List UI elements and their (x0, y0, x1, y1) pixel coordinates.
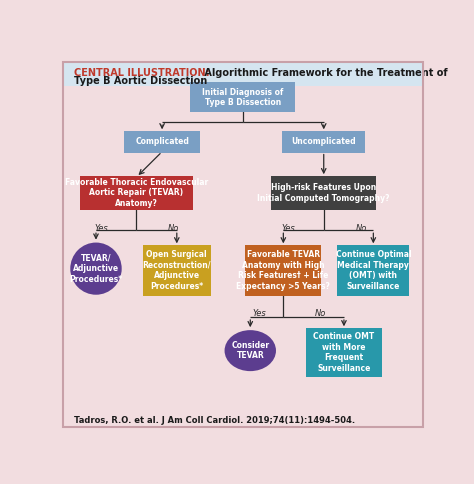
Text: Open Surgical
Reconstruction/
Adjunctive
Procedures*: Open Surgical Reconstruction/ Adjunctive… (143, 250, 211, 290)
FancyBboxPatch shape (246, 245, 321, 296)
FancyBboxPatch shape (191, 82, 295, 112)
Text: Yes: Yes (282, 224, 296, 233)
Text: Yes: Yes (95, 224, 109, 233)
FancyBboxPatch shape (282, 131, 365, 153)
FancyBboxPatch shape (124, 131, 200, 153)
Text: TEVAR/
Adjunctive
Procedures*: TEVAR/ Adjunctive Procedures* (69, 254, 123, 284)
Text: CENTRAL ILLUSTRATION:: CENTRAL ILLUSTRATION: (74, 68, 210, 78)
Text: Yes: Yes (253, 309, 266, 318)
Text: Favorable TEVAR
Anatomy with High
Risk Features† + Life
Expectancy >5 Years?: Favorable TEVAR Anatomy with High Risk F… (237, 250, 330, 290)
Text: Complicated: Complicated (135, 137, 189, 147)
Text: Initial Diagnosis of
Type B Dissection: Initial Diagnosis of Type B Dissection (202, 88, 283, 107)
FancyBboxPatch shape (306, 328, 382, 377)
Text: No: No (167, 224, 179, 233)
Ellipse shape (225, 330, 276, 371)
Text: No: No (356, 224, 367, 233)
Ellipse shape (70, 242, 122, 295)
Text: Consider
TEVAR: Consider TEVAR (231, 341, 269, 360)
FancyBboxPatch shape (271, 176, 376, 210)
Text: Algorithmic Framework for the Treatment of: Algorithmic Framework for the Treatment … (201, 68, 447, 78)
FancyBboxPatch shape (63, 62, 423, 86)
Text: Type B Aortic Dissection: Type B Aortic Dissection (74, 76, 207, 86)
FancyBboxPatch shape (337, 245, 410, 296)
Text: No: No (314, 309, 326, 318)
Text: High-risk Features Upon
Initial Computed Tomography?: High-risk Features Upon Initial Computed… (257, 183, 390, 203)
Text: Favorable Thoracic Endovascular
Aortic Repair (TEVAR)
Anatomy?: Favorable Thoracic Endovascular Aortic R… (65, 178, 208, 208)
Text: Continue OMT
with More
Frequent
Surveillance: Continue OMT with More Frequent Surveill… (313, 333, 374, 373)
Text: Tadros, R.O. et al. J Am Coll Cardiol. 2019;74(11):1494-504.: Tadros, R.O. et al. J Am Coll Cardiol. 2… (74, 416, 355, 425)
FancyBboxPatch shape (143, 245, 211, 296)
Text: Uncomplicated: Uncomplicated (292, 137, 356, 147)
Text: Continue Optimal
Medical Therapy
(OMT) with
Surveillance: Continue Optimal Medical Therapy (OMT) w… (336, 250, 411, 290)
FancyBboxPatch shape (80, 176, 192, 210)
